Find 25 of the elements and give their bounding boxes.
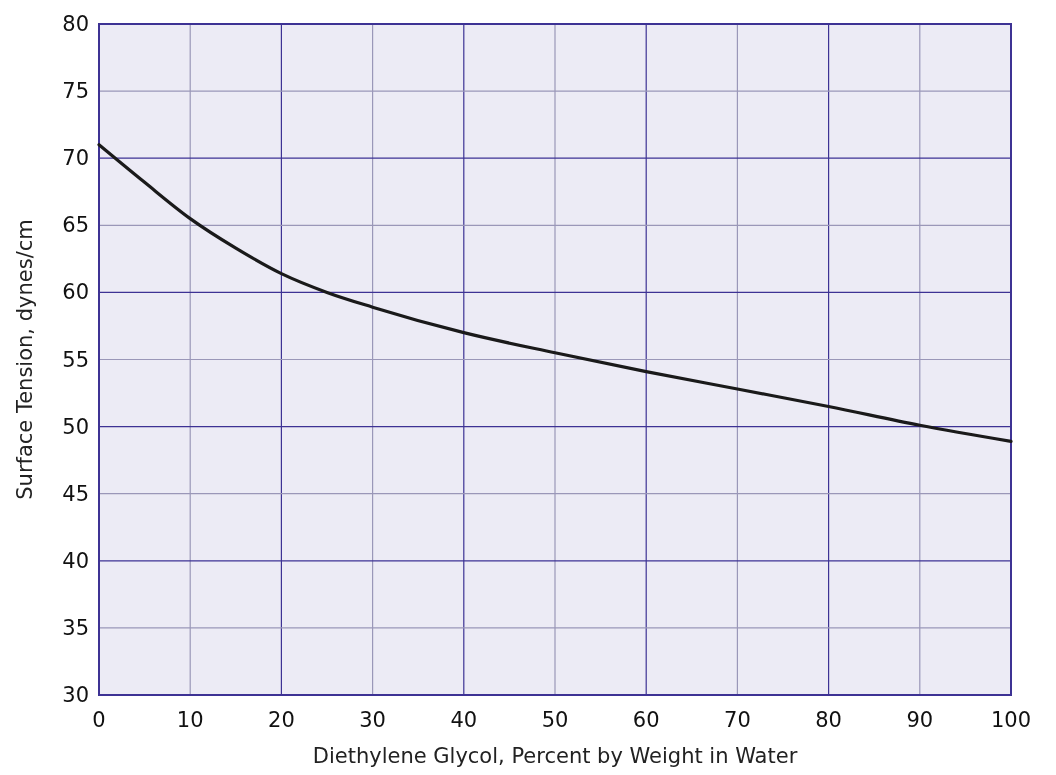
x-tick-label: 90 [906,708,934,732]
x-tick-label: 70 [724,708,751,732]
y-tick-label: 35 [62,615,89,640]
x-axis-title: Diethylene Glycol, Percent by Weight in Water [312,744,798,768]
y-tick-label: 60 [62,280,89,305]
x-tick-label: 80 [815,708,842,732]
y-tick-label: 75 [62,79,89,104]
y-axis-title: Surface Tension, dynes/cm [13,219,37,500]
y-tick-label: 30 [62,683,89,707]
x-tick-label: 20 [268,708,295,732]
x-tick-label: 100 [990,708,1032,732]
x-tick-label: 10 [176,708,204,732]
y-tick-label: 55 [62,347,89,372]
x-tick-label: 0 [92,708,106,732]
y-tick-label: 80 [62,12,89,36]
line-series [97,143,1013,443]
y-tick-label: 45 [62,481,89,506]
y-tick-label: 50 [62,414,89,439]
y-tick-label: 65 [62,213,89,238]
x-tick-label: 60 [632,708,660,732]
x-tick-label: 50 [541,708,569,732]
y-tick-label: 70 [62,146,89,171]
y-tick-label: 40 [62,548,89,573]
x-tick-label: 40 [450,708,478,732]
x-tick-label: 30 [359,708,386,732]
